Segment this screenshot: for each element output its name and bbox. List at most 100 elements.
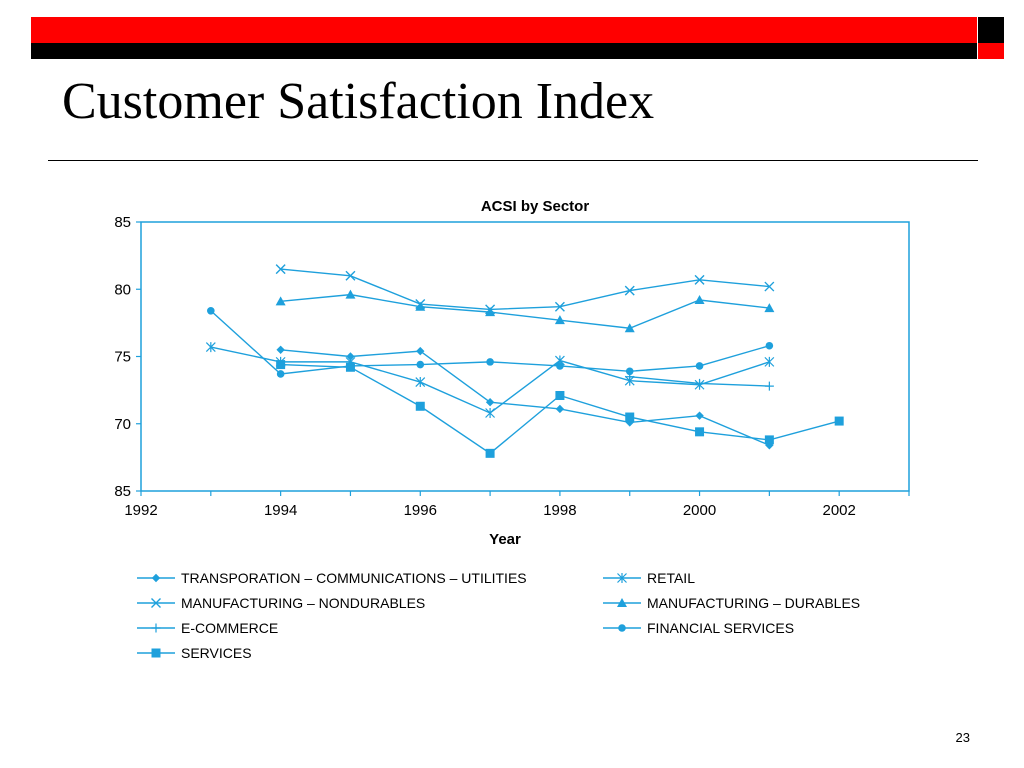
header-corner-red [978, 43, 1004, 59]
data-point-star [415, 377, 426, 388]
x-tick-label: 2000 [683, 502, 716, 519]
slide-title: Customer Satisfaction Index [62, 73, 655, 130]
legend-label: TRANSPORATION – COMMUNICATIONS – UTILITI… [181, 570, 527, 586]
data-point-star-stroke [764, 356, 775, 367]
legend-item: FINANCIAL SERVICES [603, 620, 794, 636]
data-point-diamond [416, 346, 425, 356]
series-line [280, 268, 770, 311]
legend-item: MANUFACTURING – NONDURABLES [137, 595, 425, 611]
data-point-triangle [345, 289, 356, 299]
series-plus [625, 372, 774, 391]
data-point-x-stroke [554, 301, 565, 312]
data-point-star [485, 407, 496, 418]
x-tick-label: 2002 [822, 502, 855, 519]
data-point-circle [556, 362, 564, 370]
series-triangle [275, 289, 775, 333]
y-tick-label: 75 [114, 349, 131, 366]
legend-marker-plus [151, 623, 161, 633]
y-tick-label: 85 [114, 214, 131, 231]
data-point-diamond [346, 352, 355, 361]
legend-marker-x-stroke [151, 598, 161, 608]
data-point-square [345, 362, 355, 372]
legend-item: TRANSPORATION – COMMUNICATIONS – UTILITI… [137, 570, 527, 586]
series-star [205, 342, 775, 418]
data-point-circle [207, 306, 215, 315]
legend-marker-x [151, 598, 161, 608]
data-point-square [695, 427, 705, 437]
data-point-x-stroke [764, 281, 775, 292]
data-point-square [555, 391, 565, 401]
data-point-star [205, 342, 216, 353]
data-point-square [764, 435, 774, 445]
legend-label: SERVICES [181, 645, 252, 661]
x-tick-label: 1992 [124, 502, 157, 519]
data-point-x [554, 301, 565, 312]
data-point-plus-stroke [764, 381, 774, 391]
legend-label: MANUFACTURING – NONDURABLES [181, 595, 425, 611]
data-point-diamond [276, 345, 285, 354]
data-point-triangle [415, 301, 426, 311]
y-tick-label: 80 [114, 281, 131, 298]
data-point-circle [625, 367, 634, 376]
data-point-x-stroke [345, 270, 356, 281]
data-point-triangle [554, 315, 565, 325]
data-point-x-stroke [624, 285, 635, 296]
series-circle [207, 306, 774, 378]
legend-item: SERVICES [137, 645, 252, 661]
x-axis-label: Year [489, 531, 521, 548]
legend-label: E-COMMERCE [181, 620, 278, 636]
header-bar-black [31, 43, 977, 59]
data-point-diamond [555, 404, 565, 414]
title-divider [48, 160, 978, 161]
data-point-triangle [275, 296, 286, 306]
data-point-x [275, 264, 286, 275]
data-point-circle [486, 358, 494, 366]
data-point-x-stroke [694, 274, 705, 285]
legend-marker-circle [618, 624, 626, 632]
x-tick-label: 1996 [404, 502, 437, 519]
legend-marker-plus-stroke [151, 623, 161, 633]
y-tick-label: 70 [114, 416, 131, 433]
data-point-plus [695, 378, 705, 388]
data-point-x [694, 274, 705, 285]
data-point-triangle [694, 295, 705, 305]
y-tick-label: 85 [114, 483, 131, 500]
data-point-circle [765, 341, 774, 350]
x-tick-label: 1994 [264, 502, 297, 519]
chart-title: ACSI by Sector [481, 198, 590, 215]
data-point-x [345, 270, 356, 281]
legend-item: RETAIL [603, 570, 695, 586]
data-point-square [834, 416, 844, 426]
data-point-square [625, 412, 635, 422]
header-corner-black [978, 17, 1004, 43]
data-point-diamond [485, 398, 495, 407]
page-number: 23 [955, 730, 970, 745]
series-square [276, 360, 844, 458]
data-point-triangle [624, 323, 635, 333]
data-point-triangle [485, 307, 496, 317]
header-bar-red [31, 17, 977, 43]
data-point-square [415, 401, 425, 411]
series-line [280, 349, 770, 446]
legend-label: FINANCIAL SERVICES [647, 620, 794, 636]
legend-marker-square [151, 648, 161, 658]
legend-marker-diamond [151, 573, 161, 583]
data-point-star [764, 356, 775, 367]
data-point-plus [764, 381, 774, 391]
legend-marker-triangle [617, 598, 627, 607]
legend-label: MANUFACTURING – DURABLES [647, 595, 860, 611]
legend-item: E-COMMERCE [137, 620, 278, 636]
data-point-circle [416, 360, 425, 369]
data-point-x [764, 281, 775, 292]
data-point-triangle [764, 303, 775, 313]
data-point-x [624, 285, 635, 296]
x-tick-label: 1998 [543, 502, 576, 519]
data-point-plus-stroke [695, 378, 705, 388]
series-line [280, 293, 770, 329]
data-point-square [485, 448, 495, 458]
data-point-diamond [695, 411, 704, 420]
data-point-circle [276, 370, 285, 378]
legend-label: RETAIL [647, 570, 695, 586]
legend-marker-star [617, 573, 627, 583]
data-point-star-stroke [415, 377, 426, 388]
